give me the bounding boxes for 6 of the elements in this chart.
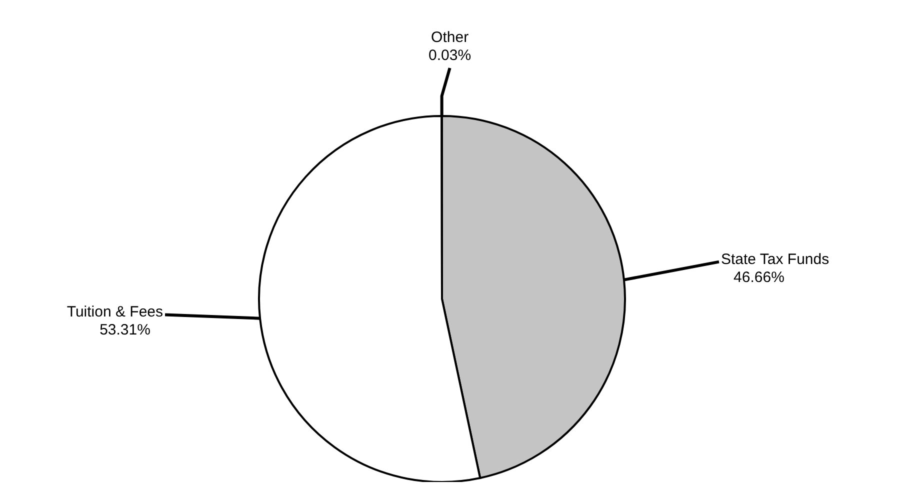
data-label: 53.31% bbox=[100, 322, 150, 339]
slice-label: Other bbox=[431, 29, 469, 46]
data-label: 0.03% bbox=[428, 47, 472, 64]
data-label: 46.66% bbox=[734, 268, 784, 286]
slice-label: State Tax Funds bbox=[720, 250, 830, 268]
slice-label: Tuition & Fees bbox=[66, 304, 164, 321]
